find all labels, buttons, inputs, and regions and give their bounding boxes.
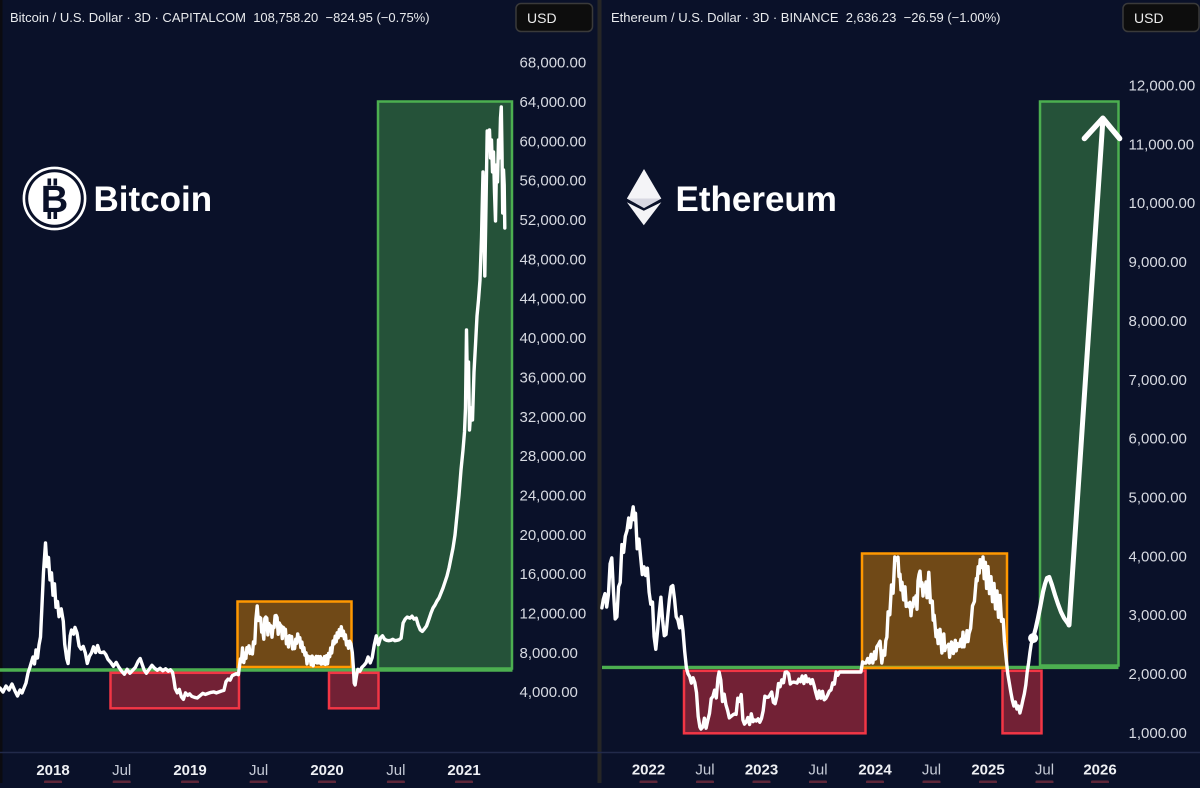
svg-text:40,000.00: 40,000.00 [520,330,587,347]
svg-text:4,000.00: 4,000.00 [520,684,578,701]
svg-text:12,000.00: 12,000.00 [1129,78,1196,95]
svg-text:7,000.00: 7,000.00 [1129,372,1187,389]
svg-text:2023: 2023 [745,762,778,779]
svg-text:2021: 2021 [447,762,480,779]
svg-text:60,000.00: 60,000.00 [520,133,587,150]
svg-text:5,000.00: 5,000.00 [1129,489,1187,506]
svg-text:Jul: Jul [386,762,405,779]
svg-text:64,000.00: 64,000.00 [520,94,587,111]
svg-text:Jul: Jul [808,762,827,779]
svg-text:20,000.00: 20,000.00 [520,527,587,544]
svg-text:2024: 2024 [858,762,892,779]
svg-text:Jul: Jul [1035,762,1054,779]
svg-text:28,000.00: 28,000.00 [520,448,587,465]
svg-text:12,000.00: 12,000.00 [520,606,587,623]
svg-text:4,000.00: 4,000.00 [1129,548,1187,565]
svg-text:USD: USD [1134,10,1164,26]
svg-text:68,000.00: 68,000.00 [520,55,587,72]
svg-text:11,000.00: 11,000.00 [1129,136,1195,153]
svg-text:2018: 2018 [36,762,69,779]
svg-text:48,000.00: 48,000.00 [520,251,587,268]
svg-text:10,000.00: 10,000.00 [1129,195,1196,212]
svg-text:8,000.00: 8,000.00 [1129,313,1187,330]
svg-text:2020: 2020 [310,762,343,779]
svg-text:56,000.00: 56,000.00 [520,173,587,190]
svg-text:2025: 2025 [971,762,1004,779]
svg-text:6,000.00: 6,000.00 [1129,431,1187,448]
svg-text:2,000.00: 2,000.00 [1129,666,1187,683]
svg-text:Ethereum / U.S. Dollar · 3D ·: Ethereum / U.S. Dollar · 3D · BINANCE 2,… [611,10,1000,25]
svg-text:8,000.00: 8,000.00 [520,645,578,662]
svg-text:Bitcoin / U.S. Dollar · 3D · C: Bitcoin / U.S. Dollar · 3D · CAPITALCOM … [10,10,430,25]
svg-text:2022: 2022 [632,762,665,779]
svg-text:16,000.00: 16,000.00 [520,566,587,583]
svg-text:Bitcoin: Bitcoin [94,180,213,219]
svg-text:24,000.00: 24,000.00 [520,488,587,505]
svg-text:Ethereum: Ethereum [676,180,837,219]
svg-text:36,000.00: 36,000.00 [520,369,587,386]
svg-text:1,000.00: 1,000.00 [1129,725,1187,742]
svg-text:3,000.00: 3,000.00 [1129,607,1187,624]
svg-text:52,000.00: 52,000.00 [520,212,587,229]
svg-text:Jul: Jul [112,762,131,779]
svg-text:2019: 2019 [173,762,206,779]
svg-text:Jul: Jul [922,762,941,779]
svg-text:Jul: Jul [249,762,268,779]
svg-text:USD: USD [527,10,557,26]
svg-text:Jul: Jul [695,762,714,779]
svg-text:32,000.00: 32,000.00 [520,409,587,426]
svg-text:2026: 2026 [1083,762,1116,779]
svg-text:44,000.00: 44,000.00 [520,291,587,308]
svg-text:9,000.00: 9,000.00 [1129,254,1187,271]
